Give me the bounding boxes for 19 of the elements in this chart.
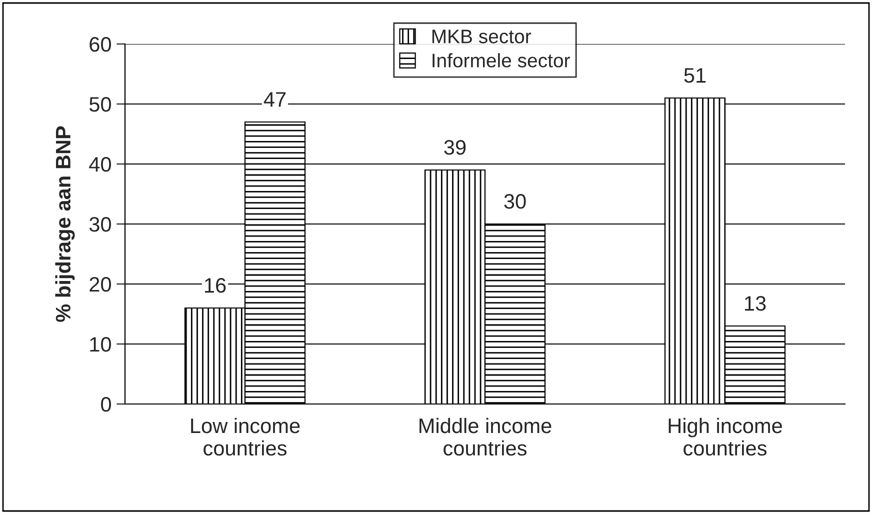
y-tick-label: 50	[89, 97, 111, 112]
y-axis-title: % bijdrage aan BNP	[55, 126, 75, 322]
y-tick-label: 40	[89, 157, 111, 172]
y-tick-label: 0	[101, 397, 111, 412]
data-label: 13	[745, 296, 766, 311]
data-label: 47	[264, 92, 286, 107]
data-label: 30	[504, 194, 526, 209]
x-tick-label: High income countries	[668, 418, 782, 456]
legend-label: MKB sector	[432, 30, 532, 44]
x-tick-label: Middle income countries	[420, 418, 552, 456]
y-tick-label: 10	[90, 337, 111, 352]
data-label: 39	[444, 140, 466, 155]
data-label: 16	[205, 278, 226, 293]
y-tick-label: 30	[89, 217, 111, 232]
y-tick-label: 60	[90, 37, 111, 52]
data-label: 51	[684, 68, 706, 83]
legend-label: Informele sector	[432, 53, 570, 68]
y-tick-label: 20	[90, 277, 111, 292]
x-tick-label: Low income countries	[191, 418, 300, 456]
